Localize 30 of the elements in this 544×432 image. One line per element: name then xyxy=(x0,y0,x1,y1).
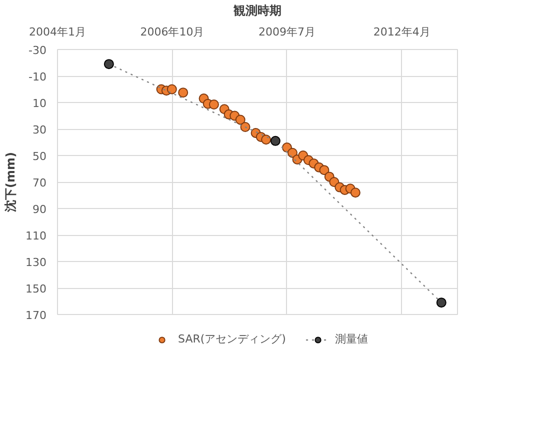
x-axis-title: 観測時期 xyxy=(232,4,282,18)
legend-label: SAR(アセンディング) xyxy=(178,332,286,346)
point xyxy=(208,99,219,110)
y-tick-label: 30 xyxy=(32,124,47,136)
x-tick-label: 2006年10月 xyxy=(140,26,204,38)
y-tick-label: 130 xyxy=(26,256,47,269)
y-tick-label: 110 xyxy=(26,230,47,242)
point xyxy=(166,84,177,94)
x-tick-label: 2009年7月 xyxy=(258,26,316,38)
y-tick-label: -10 xyxy=(28,70,46,84)
y-tick-label: 50 xyxy=(32,150,47,163)
legend-label: 測量値 xyxy=(334,332,368,346)
y-tick-label: 70 xyxy=(32,176,47,190)
x-tick-label: 2012年4月 xyxy=(373,26,430,38)
y-tick-label: 90 xyxy=(32,203,47,216)
point xyxy=(270,136,280,146)
point xyxy=(319,165,330,176)
point xyxy=(104,59,114,70)
point xyxy=(240,122,250,132)
point xyxy=(235,114,246,125)
y-tick-label: 150 xyxy=(26,282,47,296)
point xyxy=(436,298,446,308)
point xyxy=(261,134,272,145)
point xyxy=(178,88,188,98)
y-tick-label: 170 xyxy=(26,309,47,322)
y-tick-label: -30 xyxy=(28,44,46,57)
point xyxy=(350,188,360,198)
x-tick-label: 2004年1月 xyxy=(29,26,86,38)
y-axis-title: 沈下(mm) xyxy=(4,152,18,213)
y-tick-label: 10 xyxy=(32,97,47,110)
